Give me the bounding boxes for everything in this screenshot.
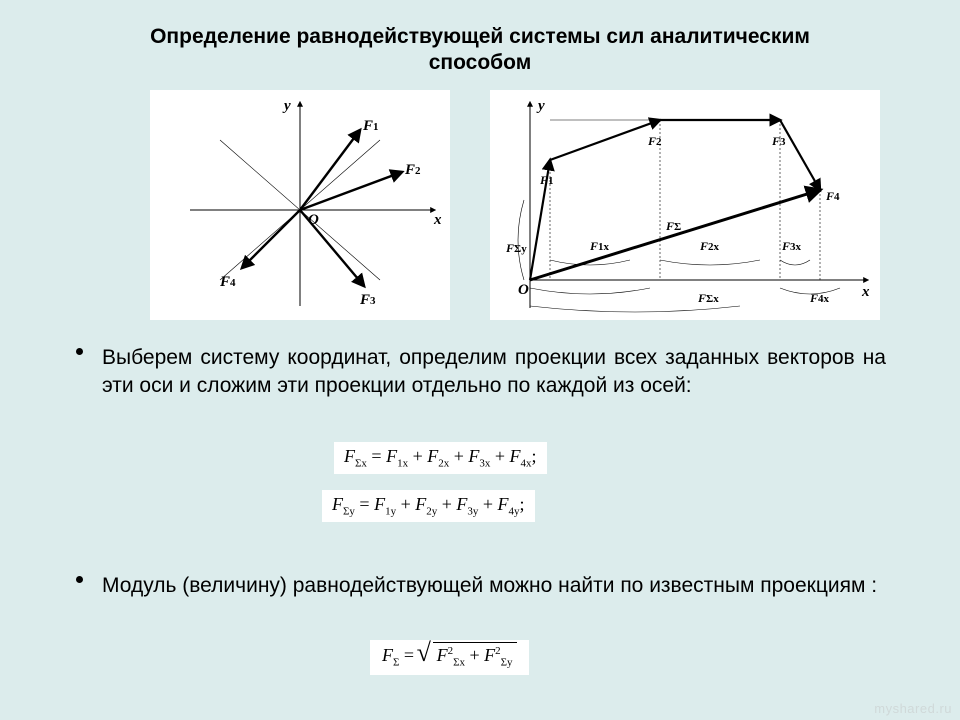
- formula-magnitude: FΣ = F2Σx + F2Σy: [370, 640, 529, 675]
- bullet-1: Выберем систему координат, определим про…: [76, 344, 886, 401]
- svg-text:F1x: F1x: [589, 239, 610, 253]
- diagram-vectors-origin: x y O F1 F2 F3 F4: [150, 90, 450, 320]
- axis-x-label: x: [433, 212, 442, 228]
- svg-text:F2: F2: [647, 134, 662, 148]
- svg-text:FΣ: FΣ: [665, 219, 681, 233]
- formula-sum-y: FΣy = F1y + F2y + F3y + F4y;: [322, 490, 535, 522]
- axis-x-label: x: [861, 284, 870, 300]
- svg-text:F2x: F2x: [699, 239, 720, 253]
- svg-text:F2: F2: [404, 162, 421, 178]
- title-line-2: способом: [429, 51, 531, 74]
- formula-sum-x: FΣx = F1x + F2x + F3x + F4x;: [334, 442, 547, 474]
- svg-text:F4: F4: [825, 189, 840, 203]
- bullet-1-text: Выберем систему координат, определим про…: [102, 344, 886, 401]
- resultant-vector: [530, 190, 820, 280]
- svg-text:F4x: F4x: [809, 291, 830, 305]
- bullet-dot-icon: [76, 348, 83, 355]
- title-line-1: Определение равнодействующей системы сил…: [150, 25, 810, 48]
- slide: Определение равнодействующей системы сил…: [0, 0, 960, 720]
- svg-text:F4: F4: [219, 274, 236, 290]
- vector-f4: F4: [219, 210, 300, 290]
- page-title: Определение равнодействующей системы сил…: [0, 24, 960, 77]
- svg-text:FΣx: FΣx: [697, 291, 719, 305]
- svg-text:F1: F1: [362, 118, 379, 134]
- svg-text:F3: F3: [771, 134, 786, 148]
- watermark: myshared.ru: [874, 701, 952, 716]
- svg-text:FΣy: FΣy: [505, 241, 527, 255]
- axis-y-label: y: [536, 98, 545, 114]
- svg-text:F3: F3: [359, 292, 376, 308]
- bullet-2: Модуль (величину) равнодействующей можно…: [76, 572, 886, 600]
- origin-label: O: [518, 282, 529, 298]
- diagram-vector-polygon: x y O: [490, 90, 880, 320]
- vector-f3: F3: [300, 210, 376, 308]
- axis-y-label: y: [282, 98, 291, 114]
- bullet-2-text: Модуль (величину) равнодействующей можно…: [102, 572, 886, 600]
- svg-text:F3x: F3x: [781, 239, 802, 253]
- bullet-dot-icon: [76, 576, 83, 583]
- svg-text:F1: F1: [539, 173, 554, 187]
